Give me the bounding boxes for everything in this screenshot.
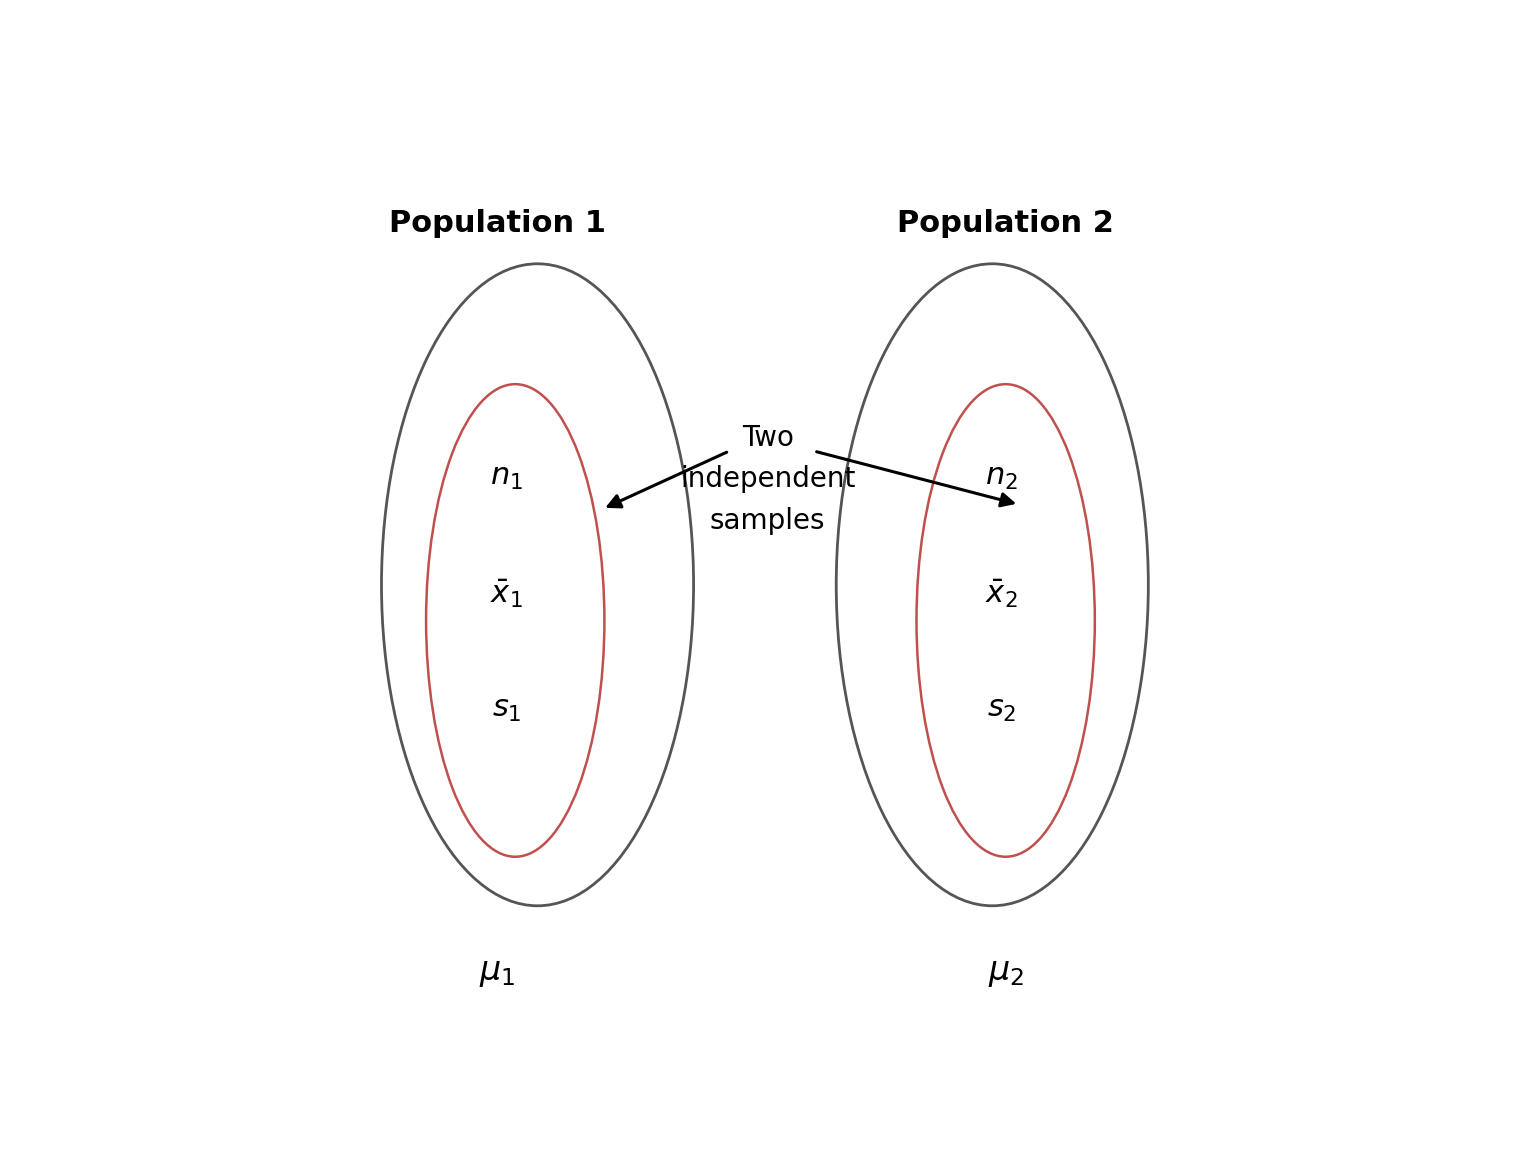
Text: Population 1: Population 1 bbox=[389, 210, 605, 239]
Text: $s_2$: $s_2$ bbox=[986, 695, 1015, 724]
Text: $n_1$: $n_1$ bbox=[490, 463, 522, 492]
Text: $n_2$: $n_2$ bbox=[985, 463, 1018, 492]
Text: $\bar{x}_2$: $\bar{x}_2$ bbox=[985, 578, 1017, 610]
Text: $s_1$: $s_1$ bbox=[492, 695, 521, 724]
Text: Population 2: Population 2 bbox=[897, 210, 1114, 239]
Text: $\bar{x}_1$: $\bar{x}_1$ bbox=[490, 578, 522, 610]
Text: $\mu_1$: $\mu_1$ bbox=[479, 957, 516, 989]
Text: Two
independent
samples: Two independent samples bbox=[680, 424, 856, 535]
Text: $\mu_2$: $\mu_2$ bbox=[988, 957, 1025, 989]
